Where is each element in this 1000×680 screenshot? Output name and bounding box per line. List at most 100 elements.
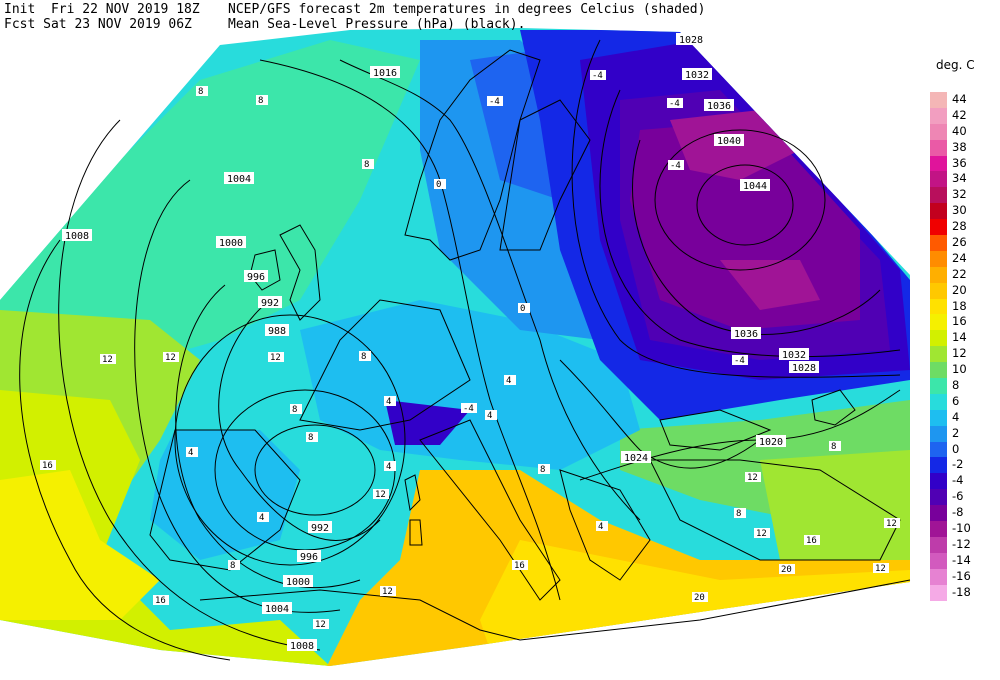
- legend-swatch: [930, 441, 947, 458]
- isobar-label-text: 992: [261, 298, 279, 309]
- map-title: NCEP/GFS forecast 2m temperatures in deg…: [228, 2, 706, 17]
- legend-swatch: [930, 107, 947, 124]
- fcst-line: Fcst Sat 23 NOV 2019 06Z: [4, 17, 192, 32]
- temp-label-text: 4: [487, 411, 492, 421]
- temp-label: -4: [667, 98, 683, 109]
- temp-label-text: 4: [386, 462, 391, 472]
- legend-swatch: [930, 425, 947, 442]
- legend-swatch: [930, 393, 947, 410]
- temp-label: 12: [745, 472, 761, 483]
- legend-label: 0: [952, 441, 960, 456]
- legend-swatch: [930, 123, 947, 140]
- legend-label: 42: [952, 107, 967, 122]
- isobar-label: 992: [258, 296, 282, 309]
- temp-label: 12: [268, 352, 284, 363]
- isobar-label-text: 1008: [65, 231, 89, 242]
- temp-label: 12: [754, 528, 770, 539]
- isobar-label-text: 1024: [624, 453, 648, 464]
- legend-swatch: [930, 521, 947, 537]
- temp-label: 8: [538, 464, 550, 475]
- fcst-prefix: Fcst: [4, 17, 36, 32]
- isobar-label-text: 1004: [265, 604, 289, 615]
- temp-label: 8: [829, 441, 841, 452]
- temp-label-text: 16: [42, 461, 53, 471]
- legend-label: -8: [952, 505, 964, 520]
- isobar-label-text: 1004: [227, 174, 251, 185]
- legend-label: 26: [952, 235, 967, 250]
- temp-label-text: 8: [736, 509, 741, 519]
- temp-label: 12: [884, 518, 900, 529]
- temp-label-text: 0: [520, 304, 525, 314]
- temp-label-text: 12: [747, 473, 758, 483]
- isobar-label-text: 1020: [759, 437, 783, 448]
- isobar-label: 1032: [779, 348, 809, 361]
- isobar-label: 1028: [789, 361, 819, 374]
- legend-swatch: [930, 92, 947, 108]
- legend-label: -14: [952, 552, 971, 567]
- temp-label-text: 8: [831, 442, 836, 452]
- legend-label: -10: [952, 521, 971, 536]
- isobar-label: 1032: [682, 68, 712, 81]
- legend-swatch: [930, 346, 947, 363]
- temp-label-text: 4: [188, 448, 193, 458]
- isobar-label-text: 1028: [792, 363, 816, 374]
- legend-swatch: [930, 378, 947, 394]
- isobar-label-text: 996: [247, 272, 265, 283]
- temp-label-text: -4: [669, 99, 680, 109]
- temp-label: -4: [487, 96, 503, 107]
- temp-label-text: 12: [756, 529, 767, 539]
- temp-label-text: 12: [875, 564, 886, 574]
- temp-label: 4: [384, 396, 396, 407]
- temp-label: 4: [384, 461, 396, 472]
- temp-label-text: -4: [670, 161, 681, 171]
- temp-label: 8: [196, 86, 208, 97]
- temp-label: -4: [668, 160, 684, 171]
- isobar-label: 1004: [262, 602, 292, 615]
- temp-label: 20: [779, 564, 795, 575]
- legend-label: 6: [952, 393, 960, 408]
- fcst-time: Sat 23 NOV 2019 06Z: [43, 17, 192, 32]
- legend-label: 38: [952, 139, 967, 154]
- legend-swatch: [930, 489, 947, 506]
- temp-label-text: 12: [382, 587, 393, 597]
- temp-label-text: 16: [155, 596, 166, 606]
- temp-label: 8: [734, 508, 746, 519]
- isobar-label-text: 1040: [717, 136, 741, 147]
- temp-label-text: 12: [886, 519, 897, 529]
- legend-swatch: [930, 330, 947, 347]
- temp-label-text: -4: [592, 71, 603, 81]
- legend-swatch: [930, 187, 947, 204]
- isobar-label: 1008: [62, 229, 92, 242]
- isobar-label: 1000: [283, 575, 313, 588]
- isobar-label-text: 992: [311, 523, 329, 534]
- temp-label: 16: [40, 460, 56, 471]
- temp-label-text: 8: [540, 465, 545, 475]
- legend-swatch: [930, 139, 947, 156]
- legend-label: 28: [952, 219, 967, 234]
- isobar-label-text: 1032: [782, 350, 806, 361]
- isobar-label: 1020: [756, 435, 786, 448]
- legend-swatch: [930, 282, 947, 299]
- legend-swatch: [930, 266, 947, 283]
- isobar-label: 1008: [287, 639, 317, 652]
- temp-label-text: 12: [102, 355, 113, 365]
- temp-label: 12: [313, 619, 329, 630]
- isobar-label: 1016: [370, 66, 400, 79]
- temp-label-text: 8: [258, 96, 263, 106]
- legend-label: -2: [952, 457, 964, 472]
- isobar-label-text: 1000: [286, 577, 310, 588]
- isobar-label-text: 1008: [290, 641, 314, 652]
- temp-label-text: 4: [598, 522, 603, 532]
- temp-label: 16: [512, 560, 528, 571]
- temp-label: 8: [256, 95, 268, 106]
- legend-label: 44: [952, 92, 967, 106]
- isobar-label: 988: [265, 324, 289, 337]
- temp-label-text: 12: [270, 353, 281, 363]
- legend-label: 34: [952, 171, 967, 186]
- legend-swatch: [930, 505, 947, 522]
- legend-label: -12: [952, 536, 971, 551]
- temp-label: 8: [228, 560, 240, 571]
- temp-label-text: 4: [506, 376, 511, 386]
- temp-label-text: 4: [259, 513, 264, 523]
- isobar-label: 992: [308, 521, 332, 534]
